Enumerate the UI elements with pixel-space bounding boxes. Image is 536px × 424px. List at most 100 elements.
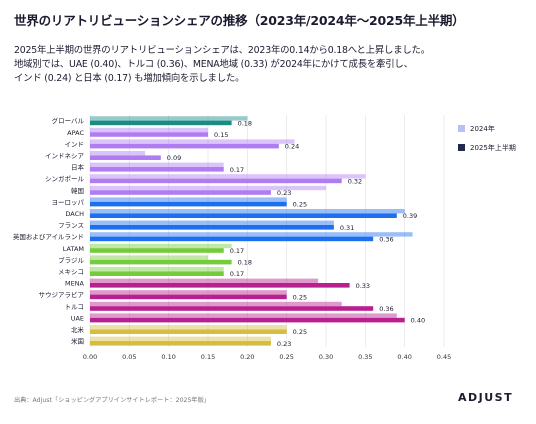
category-label: ブラジル — [58, 255, 84, 264]
bar-2025h1 — [90, 271, 224, 276]
bar-2024 — [90, 162, 224, 167]
category-label: APAC — [67, 129, 84, 137]
data-label: 0.25 — [293, 201, 307, 209]
x-tick-label: 0.40 — [397, 353, 411, 361]
legend-swatch-2025h1 — [458, 144, 465, 151]
bar-2025h1 — [90, 259, 232, 265]
data-label: 0.36 — [379, 235, 393, 243]
bar-2024 — [90, 336, 271, 341]
page-title: 世界のリアトリビューションシェアの推移（2023年/2024年〜2025年上半期… — [14, 13, 465, 28]
bar-2024 — [90, 185, 326, 191]
data-label: 0.23 — [277, 189, 291, 197]
data-label: 0.18 — [238, 259, 252, 267]
bar-2025h1 — [90, 120, 232, 126]
legend-item-2024: 2024年 — [458, 124, 495, 134]
category-label: フランス — [58, 222, 84, 230]
bar-2024 — [90, 301, 342, 307]
bar-2025h1 — [90, 236, 374, 242]
bar-2024 — [90, 313, 397, 318]
category-label: サウジアラビア — [39, 290, 85, 299]
category-label: 英国およびアイルランド — [13, 232, 84, 241]
bar-2025h1 — [90, 225, 334, 230]
bar-2025h1 — [90, 213, 397, 218]
subtitle-line-3: インド (0.24) と日本 (0.17) も増加傾向を示しました。 — [14, 73, 245, 84]
category-label: 北米 — [71, 325, 85, 334]
bar-2025h1 — [90, 294, 287, 300]
subtitle-line-1: 2025年上半期の世界のリアトリビューションシェアは、2023年の0.14から0… — [14, 45, 430, 56]
bar-2024 — [90, 232, 413, 237]
data-label: 0.17 — [230, 270, 244, 278]
bar-2025h1 — [90, 306, 374, 311]
bar-2025h1 — [90, 201, 287, 207]
data-label: 0.17 — [230, 166, 244, 174]
x-tick-label: 0.20 — [240, 353, 254, 361]
data-label: 0.39 — [403, 212, 417, 220]
category-label: 韓国 — [71, 186, 84, 195]
legend-item-2025h1: 2025年上半期 — [458, 143, 516, 153]
data-label: 0.23 — [277, 340, 291, 348]
adjust-logo: ADJUST — [458, 391, 514, 404]
legend-swatch-2024 — [458, 125, 465, 132]
data-label: 0.33 — [356, 282, 370, 290]
bar-2024 — [90, 267, 224, 272]
category-label: インドネシア — [45, 152, 85, 160]
category-label: UAE — [71, 314, 84, 322]
category-label: メキシコ — [58, 268, 84, 276]
category-label: LATAM — [63, 245, 84, 253]
bar-2025h1 — [90, 167, 224, 172]
x-tick-label: 0.10 — [161, 353, 175, 361]
x-tick-label: 0.35 — [358, 353, 372, 361]
bar-2024 — [90, 220, 334, 225]
data-label: 0.24 — [285, 143, 299, 151]
x-tick-label: 0.00 — [83, 353, 97, 361]
bar-2024 — [90, 127, 208, 133]
bar-2024 — [90, 174, 366, 179]
category-label: トルコ — [65, 303, 84, 311]
data-label: 0.32 — [348, 177, 362, 185]
bar-2024 — [90, 243, 232, 249]
category-label: 日本 — [71, 163, 85, 172]
bar-2025h1 — [90, 329, 287, 334]
category-label: インド — [65, 140, 85, 148]
category-label: MENA — [65, 280, 85, 288]
data-label: 0.17 — [230, 247, 244, 255]
bar-2024 — [90, 116, 248, 121]
bar-2025h1 — [90, 143, 279, 149]
legend-label-2024: 2024年 — [470, 125, 495, 133]
bar-2025h1 — [90, 317, 405, 323]
bar-2025h1 — [90, 155, 161, 160]
bar-2025h1 — [90, 190, 271, 195]
data-label: 0.25 — [293, 328, 307, 336]
bar-2024 — [90, 209, 405, 214]
bar-2024 — [90, 290, 287, 295]
source-note: 出典：Adjust「ショッピングアプリインサイトレポート：2025年版」 — [14, 397, 210, 404]
bar-2024 — [90, 278, 319, 283]
data-label: 0.25 — [293, 293, 307, 301]
bar-2024 — [90, 151, 146, 156]
category-label: DACH — [65, 210, 84, 218]
category-label: ヨーロッパ — [52, 198, 85, 206]
subtitle-line-2: 地域別では、UAE (0.40)、トルコ (0.36)、MENA地域 (0.33… — [14, 59, 413, 70]
category-label: シンガポール — [45, 174, 85, 183]
bar-2025h1 — [90, 248, 224, 253]
x-tick-label: 0.45 — [437, 353, 451, 361]
category-label: グローバル — [52, 116, 85, 125]
data-label: 0.09 — [167, 154, 181, 162]
x-tick-label: 0.25 — [279, 353, 293, 361]
legend-label-2025h1: 2025年上半期 — [470, 144, 516, 152]
bar-2025h1 — [90, 178, 342, 184]
data-label: 0.36 — [379, 305, 393, 313]
data-label: 0.15 — [214, 131, 228, 139]
bar-2025h1 — [90, 132, 208, 137]
bar-2025h1 — [90, 341, 271, 346]
bar-2024 — [90, 197, 287, 202]
bar-2024 — [90, 255, 208, 260]
x-tick-label: 0.05 — [122, 353, 136, 361]
data-label: 0.18 — [238, 119, 252, 127]
data-label: 0.40 — [411, 317, 425, 325]
x-tick-label: 0.15 — [201, 353, 215, 361]
category-label: 米国 — [71, 337, 84, 346]
data-label: 0.31 — [340, 224, 354, 232]
